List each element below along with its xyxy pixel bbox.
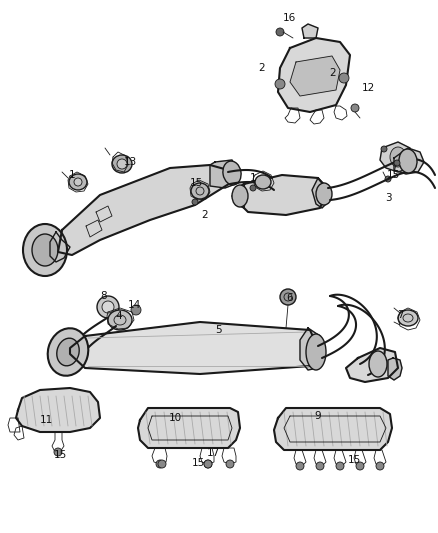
Text: 2: 2 (330, 68, 336, 78)
Ellipse shape (280, 289, 296, 305)
Text: 15: 15 (53, 450, 67, 460)
Ellipse shape (192, 199, 198, 205)
Ellipse shape (102, 301, 114, 313)
Polygon shape (388, 358, 402, 380)
Ellipse shape (131, 305, 141, 315)
Text: 15: 15 (191, 458, 205, 468)
Text: 10: 10 (169, 413, 182, 423)
Ellipse shape (275, 79, 285, 89)
Ellipse shape (23, 224, 67, 276)
Polygon shape (236, 175, 328, 215)
Text: 15: 15 (347, 455, 360, 465)
Polygon shape (290, 56, 340, 96)
Ellipse shape (255, 175, 271, 189)
Text: 1: 1 (250, 173, 256, 183)
Ellipse shape (156, 460, 164, 468)
Polygon shape (278, 38, 350, 112)
Text: 12: 12 (361, 83, 374, 93)
Ellipse shape (339, 73, 349, 83)
Ellipse shape (394, 160, 400, 166)
Ellipse shape (74, 178, 82, 186)
Polygon shape (380, 142, 414, 172)
Ellipse shape (316, 183, 332, 205)
Ellipse shape (381, 146, 387, 152)
Ellipse shape (191, 183, 209, 199)
Text: 6: 6 (287, 293, 293, 303)
Polygon shape (50, 232, 70, 262)
Ellipse shape (232, 185, 248, 207)
Text: 16: 16 (283, 13, 296, 23)
Polygon shape (232, 184, 246, 208)
Ellipse shape (351, 104, 359, 112)
Ellipse shape (250, 185, 256, 191)
Polygon shape (138, 408, 240, 448)
Text: 7: 7 (397, 310, 403, 320)
Text: 13: 13 (124, 157, 137, 167)
Ellipse shape (385, 176, 391, 182)
Polygon shape (394, 148, 424, 174)
Ellipse shape (158, 460, 166, 468)
Ellipse shape (390, 147, 406, 167)
Ellipse shape (226, 460, 234, 468)
Text: 2: 2 (201, 210, 208, 220)
Text: 2: 2 (259, 63, 265, 73)
Text: 3: 3 (385, 193, 391, 203)
Ellipse shape (356, 462, 364, 470)
Polygon shape (210, 160, 238, 188)
Text: 15: 15 (386, 170, 399, 180)
Ellipse shape (204, 460, 212, 468)
Ellipse shape (223, 161, 241, 185)
Ellipse shape (117, 159, 127, 169)
Ellipse shape (97, 296, 119, 318)
Text: 1: 1 (69, 170, 75, 180)
Ellipse shape (112, 155, 132, 173)
Text: 14: 14 (127, 300, 141, 310)
Ellipse shape (369, 351, 387, 377)
Text: 9: 9 (314, 411, 321, 421)
Polygon shape (274, 408, 392, 450)
Ellipse shape (306, 334, 326, 370)
Ellipse shape (399, 149, 417, 173)
Ellipse shape (407, 162, 413, 168)
Polygon shape (70, 322, 318, 374)
Ellipse shape (57, 338, 79, 366)
Text: 5: 5 (215, 325, 223, 335)
Polygon shape (300, 328, 322, 370)
Ellipse shape (316, 462, 324, 470)
Text: 8: 8 (101, 291, 107, 301)
Text: 4: 4 (116, 311, 122, 321)
Polygon shape (16, 388, 100, 432)
Text: 15: 15 (189, 178, 203, 188)
Ellipse shape (32, 234, 58, 266)
Polygon shape (302, 24, 318, 38)
Ellipse shape (398, 310, 418, 326)
Polygon shape (346, 348, 398, 382)
Ellipse shape (276, 28, 284, 36)
Ellipse shape (69, 174, 87, 190)
Polygon shape (58, 165, 232, 255)
Ellipse shape (376, 462, 384, 470)
Text: 17: 17 (206, 448, 219, 458)
Ellipse shape (336, 462, 344, 470)
Ellipse shape (204, 460, 212, 468)
Ellipse shape (54, 448, 62, 456)
Polygon shape (312, 178, 330, 208)
Ellipse shape (48, 328, 88, 376)
Ellipse shape (296, 462, 304, 470)
Text: 11: 11 (39, 415, 53, 425)
Ellipse shape (108, 310, 132, 330)
